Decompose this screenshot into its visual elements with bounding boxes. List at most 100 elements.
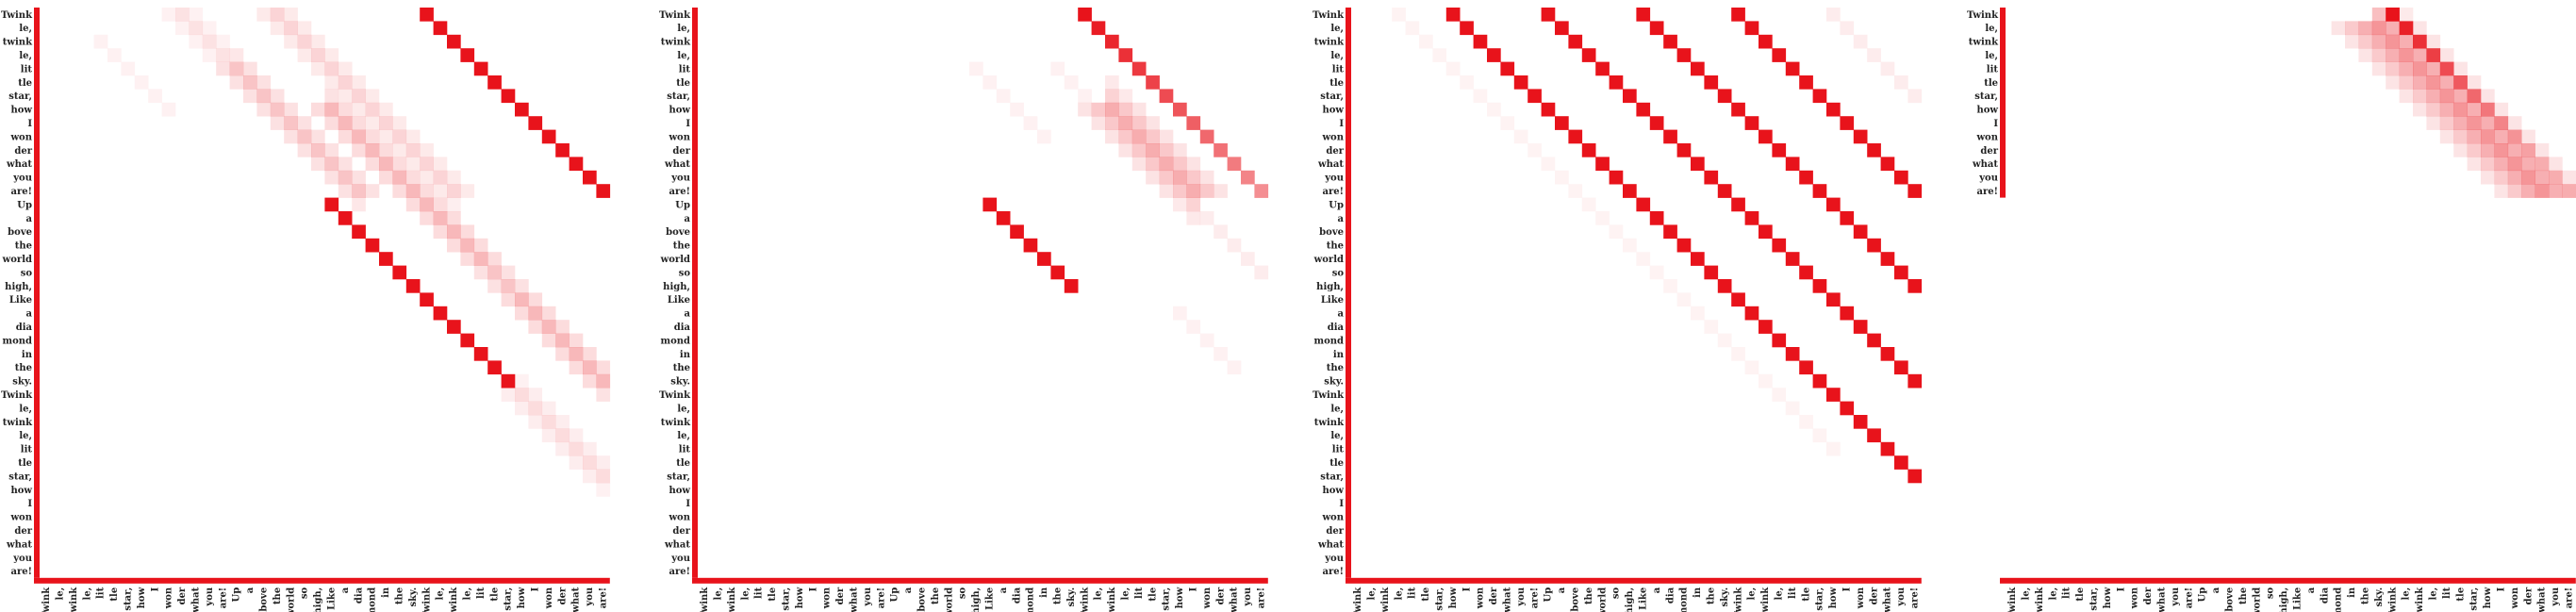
heatmap-cell (1050, 61, 1065, 76)
y-tick-label: twink (661, 418, 691, 428)
x-tick-label: so (958, 587, 968, 599)
heatmap-cell (1568, 129, 1583, 144)
y-tick-label: star, (667, 471, 690, 482)
heatmap-cell (2439, 129, 2454, 144)
heatmap-cell (528, 415, 543, 429)
x-axis-bar (692, 577, 1268, 584)
x-tick-label: so (1611, 587, 1622, 599)
heatmap-cell (1867, 428, 1881, 443)
x-tick-label: won (2510, 587, 2520, 609)
x-tick-label: I (808, 587, 818, 591)
heatmap-cell (1581, 48, 1596, 62)
x-tick-label: what (2156, 587, 2167, 612)
x-tick-label: a (2211, 587, 2221, 593)
y-tick-label: bove (666, 227, 690, 238)
y-tick-label: you (12, 554, 32, 564)
y-tick-label: won (668, 132, 690, 142)
heatmap-cell (1173, 184, 1187, 198)
heatmap-cell (1254, 265, 1269, 280)
heatmap-cell (311, 143, 325, 157)
x-tick-label: mond (1679, 587, 1690, 612)
heatmap-cell (338, 211, 353, 225)
heatmap-cell (433, 184, 448, 198)
x-tick-label: won (822, 587, 833, 609)
x-tick-label: der (1215, 587, 1226, 604)
heatmap-cell (1799, 360, 1813, 375)
x-tick-label: a (903, 587, 914, 593)
heatmap-cell (352, 197, 366, 212)
heatmap-cell (1118, 102, 1133, 117)
heatmap-cell (460, 48, 475, 62)
y-tick-label: what (664, 539, 690, 550)
heatmap-cell (1105, 75, 1119, 90)
y-tick-label: world (1313, 255, 1344, 265)
heatmap-cell (1186, 116, 1201, 130)
x-tick-label: lit (754, 587, 765, 599)
x-tick-label: star, (1434, 587, 1445, 611)
heatmap-cell (515, 306, 529, 321)
heatmap-cell (2453, 129, 2468, 144)
heatmap-cell (569, 347, 584, 361)
heatmap-cell (1118, 129, 1133, 144)
heatmap-cell (1731, 347, 1745, 361)
heatmap-panel-4: Twinkle,twinkle,littlestar,howIwonderwha… (1967, 8, 2576, 612)
x-tick-label: what (1502, 587, 1512, 612)
x-tick-label: sky. (1066, 587, 1077, 607)
y-tick-label: are! (1323, 567, 1345, 577)
heatmap-cell (541, 320, 556, 334)
x-tick-label: Twink (700, 587, 710, 612)
heatmap-cell (2439, 89, 2454, 104)
heatmap-cell (1759, 224, 1773, 240)
x-tick-label: are! (1529, 587, 1540, 609)
heatmap-cell (433, 211, 448, 225)
heatmap-cell (1555, 116, 1569, 130)
heatmap-cell (338, 129, 353, 144)
x-tick-label: der (2523, 587, 2534, 604)
heatmap-cell (2507, 116, 2522, 130)
x-tick-label: lit (1134, 587, 1145, 599)
heatmap-cell (379, 170, 393, 185)
y-tick-label: le, (677, 24, 690, 34)
y-tick-label: der (672, 526, 690, 537)
heatmap-cell (433, 224, 448, 240)
x-tick-label: a (1652, 587, 1662, 593)
heatmap-cell (1214, 143, 1228, 157)
heatmap-cell (1186, 320, 1201, 334)
heatmap-cell (338, 170, 353, 185)
heatmap-cell (2413, 48, 2427, 62)
heatmap-cell (1785, 401, 1800, 416)
heatmap-cell (284, 8, 298, 22)
x-tick-label: star, (123, 587, 133, 611)
y-tick-label: I (1339, 499, 1344, 509)
x-tick-label: high, (313, 587, 323, 612)
y-tick-label: tle (1984, 78, 1998, 89)
heatmap-cell (338, 184, 353, 198)
heatmap-cell (983, 75, 998, 90)
x-tick-label: I (530, 587, 540, 591)
heatmap-cell (2386, 21, 2400, 36)
y-axis-bar (34, 8, 40, 578)
x-tick-label: twink (1107, 587, 1117, 612)
y-tick-label: mond (660, 336, 690, 346)
heatmap-cell (2358, 48, 2373, 62)
heatmap-cell (216, 34, 230, 49)
heatmap-cell (2399, 75, 2414, 90)
heatmap-cell (1064, 75, 1079, 90)
y-tick-label: le, (677, 51, 690, 61)
heatmap-cell (352, 89, 366, 104)
y-tick-label: I (1993, 119, 1998, 129)
y-tick-label: tle (18, 458, 32, 469)
heatmap-cell (2399, 34, 2414, 49)
x-tick-label: star, (2469, 587, 2480, 611)
heatmap-cell (2549, 170, 2563, 185)
heatmap-cell (189, 8, 204, 22)
x-tick-label: bove (258, 587, 269, 612)
x-tick-label: lit (1788, 587, 1798, 599)
heatmap-cell (1853, 320, 1868, 334)
heatmap-cell (338, 102, 353, 117)
heatmap-cell (216, 61, 230, 76)
x-tick-label: high, (971, 587, 982, 612)
x-tick-label: are! (218, 587, 228, 609)
heatmap-cell (405, 197, 421, 212)
x-tick-label: so (2266, 587, 2276, 599)
